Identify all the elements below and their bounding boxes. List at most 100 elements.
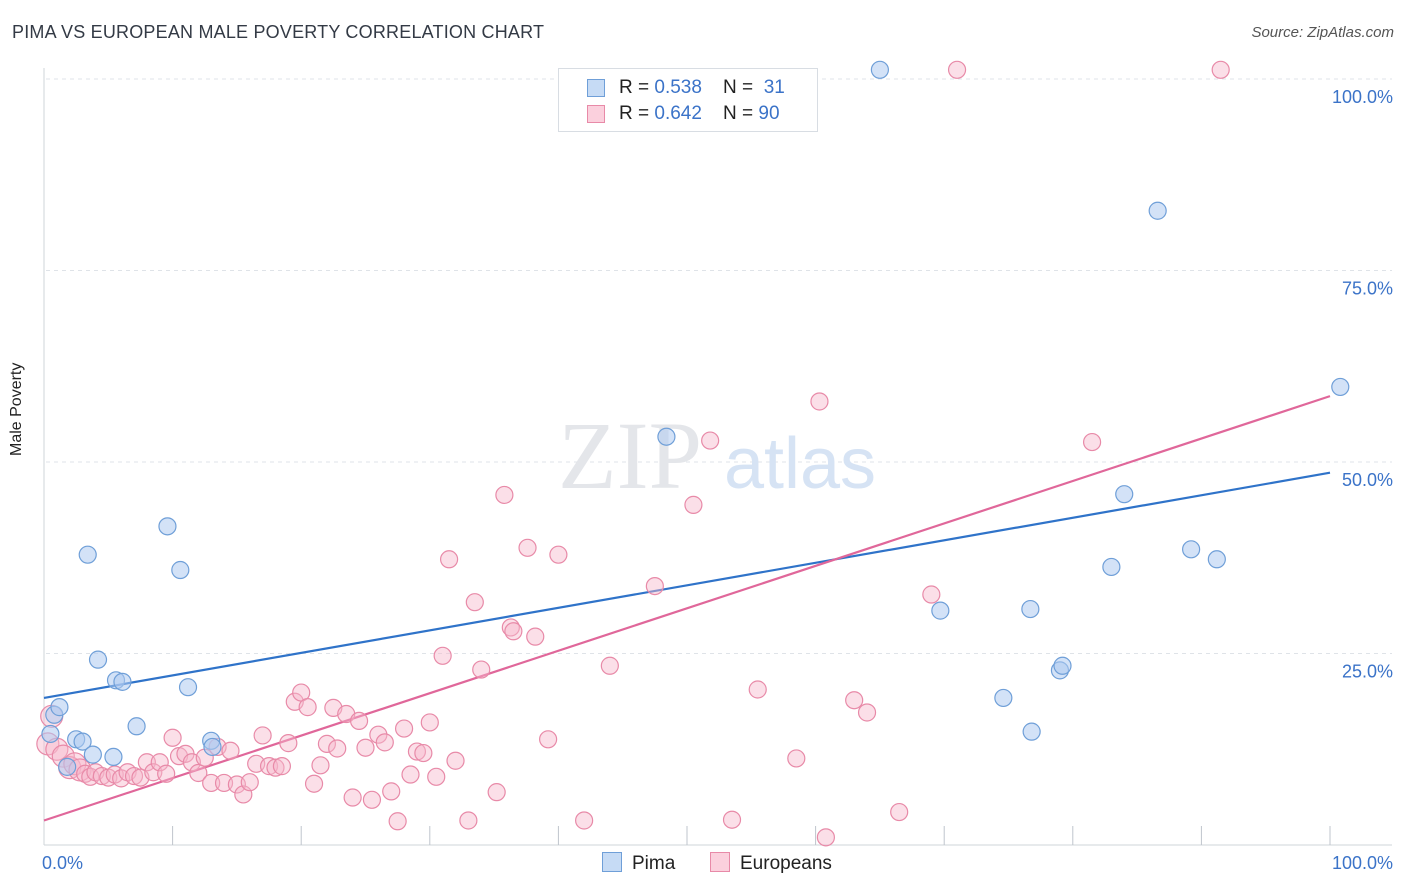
europeans-point-44 bbox=[311, 756, 330, 775]
bottom-pima-label: Pima bbox=[632, 853, 676, 874]
tick-labels: 100.0% 75.0% 50.0% 25.0% 0.0% 100.0% bbox=[42, 87, 1393, 873]
pima-trend-line bbox=[43, 471, 1331, 700]
pima-points bbox=[41, 60, 1350, 776]
pima-point-28 bbox=[1148, 201, 1167, 220]
pima-point-17 bbox=[203, 737, 222, 757]
europeans-swatch bbox=[587, 105, 605, 123]
pima-r-label: R = bbox=[619, 77, 655, 98]
europeans-point-38 bbox=[272, 757, 292, 776]
europeans-point-74 bbox=[526, 627, 545, 646]
europeans-point-58 bbox=[401, 765, 420, 784]
bottom-europeans-swatch bbox=[710, 852, 730, 872]
europeans-point-45 bbox=[317, 734, 337, 753]
y-tick-label-100: 100.0% bbox=[1332, 87, 1393, 107]
europeans-point-93 bbox=[1211, 60, 1230, 79]
europeans-point-75 bbox=[539, 730, 558, 749]
pima-point-5 bbox=[73, 732, 92, 751]
europeans-point-78 bbox=[600, 656, 619, 675]
pima-n-value: 31 bbox=[763, 77, 785, 98]
legend: R = 0.538 N = 31 R = 0.642 N = 90 bbox=[558, 68, 818, 132]
europeans-point-27 bbox=[202, 773, 221, 793]
y-axis-label: Male Poverty bbox=[8, 362, 25, 456]
pima-point-29 bbox=[1182, 540, 1201, 559]
europeans-point-62 bbox=[427, 767, 446, 786]
europeans-n-label: N = bbox=[723, 103, 759, 124]
pima-point-18 bbox=[657, 427, 676, 446]
europeans-point-51 bbox=[356, 738, 375, 757]
pima-swatch bbox=[587, 79, 605, 97]
pima-point-26 bbox=[1102, 557, 1121, 577]
pima-point-25 bbox=[1053, 656, 1072, 675]
europeans-point-49 bbox=[343, 788, 362, 807]
grid-lines bbox=[46, 78, 1392, 654]
europeans-point-85 bbox=[810, 392, 829, 411]
europeans-point-86 bbox=[816, 828, 835, 847]
europeans-point-54 bbox=[375, 733, 394, 752]
europeans-point-80 bbox=[684, 495, 703, 514]
bottom-legend-europeans: Europeans bbox=[710, 852, 832, 875]
europeans-point-90 bbox=[922, 585, 941, 604]
europeans-point-92 bbox=[1082, 432, 1102, 452]
pima-point-27 bbox=[1115, 485, 1134, 504]
pima-point-7 bbox=[83, 745, 102, 764]
pima-point-2 bbox=[50, 698, 69, 717]
bottom-pima-swatch bbox=[602, 852, 622, 872]
europeans-point-64 bbox=[439, 550, 459, 569]
europeans-point-25 bbox=[189, 763, 208, 783]
pima-point-22 bbox=[1021, 599, 1040, 619]
europeans-point-63 bbox=[433, 646, 452, 665]
y-tick-label-50: 50.0% bbox=[1342, 470, 1393, 490]
pima-point-30 bbox=[1207, 550, 1226, 569]
pima-point-14 bbox=[171, 560, 190, 580]
europeans-point-21 bbox=[163, 728, 182, 747]
europeans-trend-line bbox=[43, 395, 1331, 822]
pima-point-0 bbox=[41, 724, 60, 744]
europeans-point-39 bbox=[279, 734, 298, 753]
europeans-point-61 bbox=[420, 713, 439, 732]
pima-point-31 bbox=[1331, 377, 1350, 397]
europeans-point-81 bbox=[701, 431, 720, 450]
europeans-point-42 bbox=[298, 698, 317, 717]
pima-point-21 bbox=[994, 688, 1013, 708]
europeans-point-91 bbox=[947, 60, 967, 79]
europeans-point-19 bbox=[150, 753, 169, 772]
europeans-point-56 bbox=[388, 812, 407, 831]
source-label: Source: ZipAtlas.com bbox=[1251, 24, 1394, 41]
europeans-point-77 bbox=[575, 811, 594, 830]
europeans-point-68 bbox=[472, 660, 491, 679]
europeans-point-67 bbox=[465, 593, 484, 612]
europeans-point-30 bbox=[221, 741, 240, 760]
watermark-zip: ZIP bbox=[558, 402, 702, 509]
europeans-point-35 bbox=[253, 726, 272, 745]
europeans-point-79 bbox=[645, 576, 664, 596]
europeans-point-57 bbox=[394, 719, 414, 738]
pima-point-11 bbox=[113, 672, 132, 691]
y-tick-label-25: 25.0% bbox=[1342, 662, 1393, 682]
europeans-points bbox=[36, 60, 1230, 847]
europeans-point-50 bbox=[349, 711, 369, 731]
pima-point-15 bbox=[178, 678, 198, 697]
europeans-point-17 bbox=[137, 753, 156, 772]
europeans-r-value: 0.642 bbox=[654, 103, 702, 124]
trend-lines bbox=[43, 395, 1331, 822]
pima-point-23 bbox=[1022, 722, 1041, 741]
europeans-point-52 bbox=[362, 790, 382, 809]
europeans-point-33 bbox=[240, 773, 259, 792]
chart-title: PIMA VS EUROPEAN MALE POVERTY CORRELATIO… bbox=[12, 22, 545, 42]
watermark: ZIP atlas bbox=[558, 402, 876, 509]
europeans-point-72 bbox=[504, 622, 523, 641]
pima-point-13 bbox=[158, 517, 177, 536]
watermark-atlas: atlas bbox=[724, 424, 876, 504]
pima-point-3 bbox=[58, 757, 77, 776]
europeans-point-66 bbox=[459, 811, 478, 830]
pima-r-value: 0.538 bbox=[654, 77, 702, 98]
bottom-europeans-label: Europeans bbox=[740, 853, 832, 874]
europeans-point-88 bbox=[857, 703, 877, 722]
europeans-point-65 bbox=[446, 751, 465, 770]
europeans-point-47 bbox=[328, 739, 347, 758]
europeans-point-82 bbox=[722, 810, 742, 829]
europeans-point-76 bbox=[549, 545, 568, 564]
europeans-point-60 bbox=[414, 743, 433, 763]
europeans-point-73 bbox=[518, 538, 537, 557]
